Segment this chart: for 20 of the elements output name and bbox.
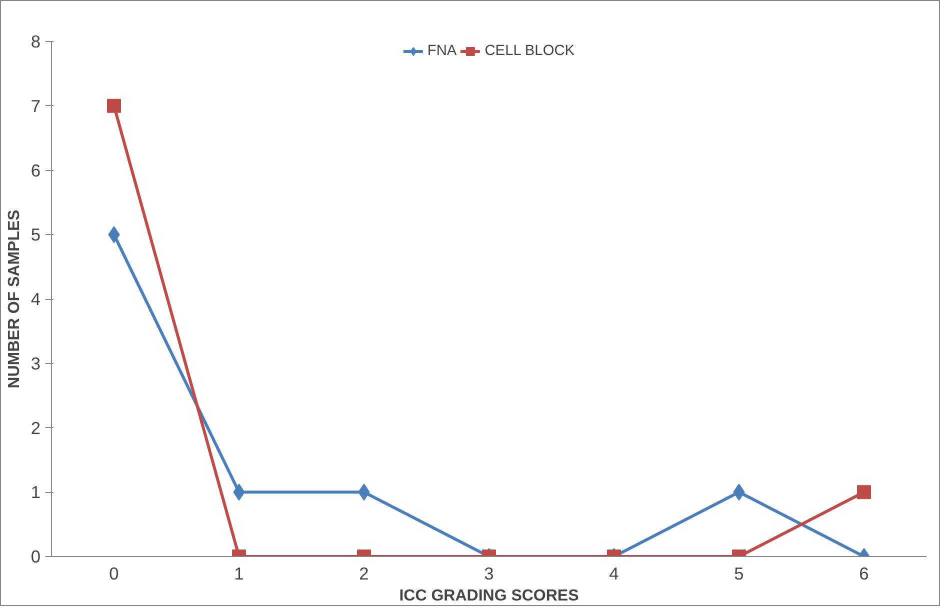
y-axis-title: NUMBER OF SAMPLES: [6, 209, 23, 388]
x-axis-title: ICC GRADING SCORES: [399, 588, 580, 604]
x-tick-label: 4: [609, 564, 620, 584]
y-tick-label: 4: [30, 289, 41, 309]
y-tick-label: 0: [30, 546, 41, 566]
y-tick-label: 8: [30, 32, 41, 52]
x-tick-label: 2: [359, 564, 369, 584]
y-tick-label: 3: [30, 353, 41, 374]
x-tick-label: 3: [484, 564, 494, 584]
y-tick-label: 7: [30, 96, 41, 116]
y-tick-label: 1: [30, 482, 41, 502]
y-tick-label: 6: [30, 160, 41, 180]
x-tick-label: 0: [109, 564, 119, 584]
legend-label: CELL BLOCK: [484, 43, 575, 59]
legend-label: FNA: [427, 43, 457, 59]
x-tick-label: 1: [234, 564, 244, 584]
x-tick-label: 5: [734, 564, 744, 584]
y-tick-label: 5: [30, 224, 41, 245]
y-tick-label: 2: [30, 418, 41, 438]
x-tick-label: 6: [859, 564, 869, 584]
